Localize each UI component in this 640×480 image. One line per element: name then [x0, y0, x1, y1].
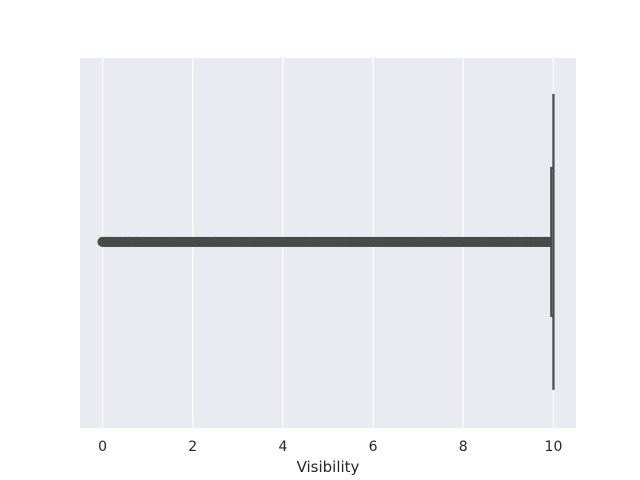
outlier-point	[435, 236, 446, 247]
outlier-point	[120, 236, 131, 247]
outlier-point	[458, 236, 469, 247]
outlier-point	[300, 236, 311, 247]
x-axis-ticks: 0 2 4 6 8 10	[98, 439, 562, 455]
x-tick-label: 10	[545, 439, 563, 455]
outlier-point	[210, 236, 221, 247]
x-tick-label: 8	[459, 439, 468, 455]
x-tick-label: 4	[278, 439, 287, 455]
outlier-point	[345, 236, 356, 247]
outlier-point	[323, 236, 334, 247]
x-tick-label: 6	[369, 439, 378, 455]
x-tick-label: 2	[188, 439, 197, 455]
outlier-point	[390, 236, 401, 247]
outlier-point	[277, 236, 288, 247]
box-element	[550, 93, 555, 390]
outlier-point	[232, 236, 243, 247]
outlier-point	[413, 236, 424, 247]
x-axis-label: Visibility	[297, 458, 360, 476]
outlier-point	[151, 236, 162, 247]
x-tick-label: 0	[98, 439, 107, 455]
outlier-points	[97, 236, 554, 247]
outlier-point	[480, 236, 491, 247]
outlier-point	[165, 236, 176, 247]
outlier-point	[187, 236, 198, 247]
outlier-point	[368, 236, 379, 247]
outlier-point	[255, 236, 266, 247]
outlier-point	[147, 236, 158, 247]
